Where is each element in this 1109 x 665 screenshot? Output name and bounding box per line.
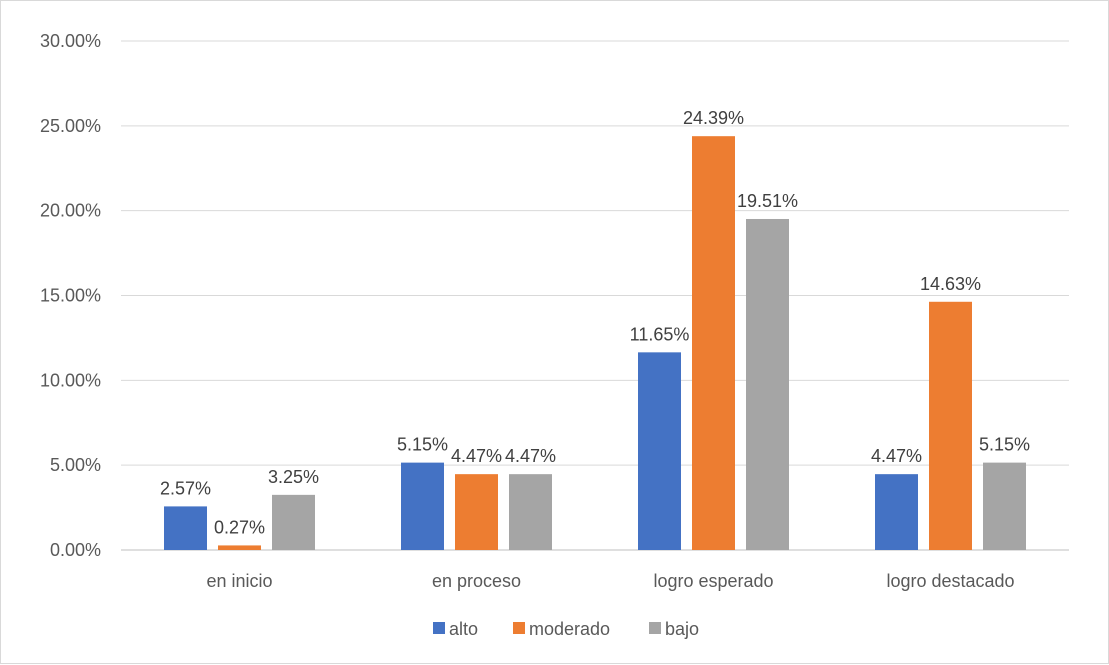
bar-bajo	[509, 474, 552, 550]
y-tick-label: 10.00%	[40, 370, 101, 390]
y-tick-label: 25.00%	[40, 116, 101, 136]
x-tick-label: logro esperado	[653, 571, 773, 591]
bar-bajo	[272, 494, 315, 550]
y-tick-label: 15.00%	[40, 286, 101, 306]
bar-alto	[401, 462, 444, 550]
x-tick-label: en proceso	[432, 571, 521, 591]
bar-moderado	[455, 474, 498, 550]
data-label: 3.25%	[268, 467, 319, 487]
bar-moderado	[692, 136, 735, 551]
y-tick-label: 20.00%	[40, 201, 101, 221]
data-label: 0.27%	[214, 517, 265, 537]
x-tick-label: logro destacado	[886, 571, 1014, 591]
y-tick-label: 5.00%	[50, 455, 101, 475]
y-axis-tick-labels: 0.00% 5.00% 10.00% 15.00% 20.00% 25.00% 30.00%	[40, 31, 101, 560]
bar-alto	[875, 474, 918, 550]
legend-swatch-alto	[433, 622, 445, 634]
bars	[164, 136, 1026, 551]
data-label: 4.47%	[871, 446, 922, 466]
data-labels: 2.57%0.27%3.25%5.15%4.47% 4.47%11.65%24.3…	[160, 108, 1030, 537]
legend: alto moderado bajo	[433, 619, 699, 639]
gridlines	[121, 40, 1069, 551]
x-axis-tick-labels: en inicio en proceso logro esperado logro d…	[206, 571, 1014, 591]
y-tick-label: 30.00%	[40, 31, 101, 51]
bar-moderado	[218, 545, 261, 550]
bar-bajo	[746, 218, 789, 550]
legend-swatch-bajo	[649, 622, 661, 634]
data-label: 24.39%	[683, 108, 744, 128]
bar-moderado	[929, 301, 972, 550]
legend-label-alto: alto	[449, 619, 478, 639]
legend-label-moderado: moderado	[529, 619, 610, 639]
legend-label-bajo: bajo	[665, 619, 699, 639]
data-label: 2.57%	[160, 478, 211, 498]
bar-bajo	[983, 462, 1026, 550]
data-label: 19.51%	[737, 191, 798, 211]
data-label: 5.15%	[397, 435, 448, 455]
data-label: 4.47%	[505, 446, 556, 466]
y-tick-label: 0.00%	[50, 540, 101, 560]
legend-swatch-moderado	[513, 622, 525, 634]
data-label: 5.15%	[979, 435, 1030, 455]
bar-alto	[164, 506, 207, 550]
data-label: 11.65%	[630, 324, 690, 344]
data-label: 4.47%	[451, 446, 502, 466]
x-tick-label: en inicio	[206, 571, 272, 591]
bar-alto	[638, 352, 681, 550]
data-label: 14.63%	[920, 274, 981, 294]
